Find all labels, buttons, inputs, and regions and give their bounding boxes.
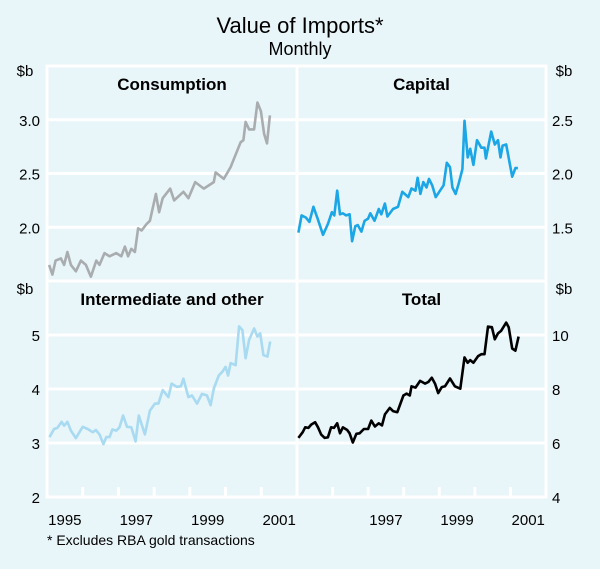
y-tick-label: 10	[552, 328, 569, 345]
unit-label-left-top: $b	[17, 63, 34, 80]
panel-frame	[295, 279, 548, 499]
y-tick-label: 2.5	[552, 113, 573, 130]
x-tick-label: 2001	[512, 512, 545, 529]
x-tick-label: 1997	[120, 512, 153, 529]
panel-title: Total	[402, 290, 441, 309]
y-tick-label: 6	[552, 436, 560, 453]
x-tick-label: 1999	[191, 512, 224, 529]
y-tick-label: 4	[32, 382, 40, 399]
y-tick-label: 4	[552, 490, 560, 507]
x-tick-label: 1999	[440, 512, 473, 529]
y-tick-label: 2.0	[19, 220, 40, 237]
footnote: * Excludes RBA gold transactions	[47, 532, 255, 548]
chart-subtitle: Monthly	[268, 39, 331, 59]
y-tick-label: 2.5	[19, 167, 40, 184]
panel-consumption: 2.0 2.5 3.0 Consumption	[19, 64, 299, 283]
series-line-intermediate-and-other	[48, 325, 272, 446]
unit-label-left-bottom: $b	[17, 281, 34, 298]
y-tick-label: 2	[32, 490, 40, 507]
series-line-total	[297, 321, 520, 444]
y-tick-label: 2.0	[552, 167, 573, 184]
series-line-consumption	[47, 101, 272, 279]
y-tick-label: 3.0	[19, 113, 40, 130]
unit-label-right-bottom: $b	[556, 281, 573, 298]
y-tick-label: 5	[32, 328, 40, 345]
x-tick-label: 1995	[48, 512, 81, 529]
panel-title: Intermediate and other	[80, 290, 264, 309]
panels: 2.0 2.5 3.0 Consumption 1.5 2.0 2.5 Capital 2 3 4 5…	[19, 64, 573, 529]
x-tick-label: 1997	[369, 512, 402, 529]
panel-total: 4 6 8 10 1997 1999 2001 Total	[295, 279, 569, 529]
panel-title: Consumption	[117, 75, 227, 94]
panel-title: Capital	[393, 75, 450, 94]
y-tick-label: 8	[552, 382, 560, 399]
panel-intermediate-and-other: 2 3 4 5 1995 1997 1999 2001 Intermediate and oth…	[32, 279, 299, 529]
x-tick-label: 2001	[262, 512, 295, 529]
unit-label-right-top: $b	[556, 63, 573, 80]
chart-title: Value of Imports*	[216, 13, 384, 38]
y-tick-label: 3	[32, 436, 40, 453]
y-tick-label: 1.5	[552, 220, 573, 237]
series-line-capital	[297, 119, 518, 243]
